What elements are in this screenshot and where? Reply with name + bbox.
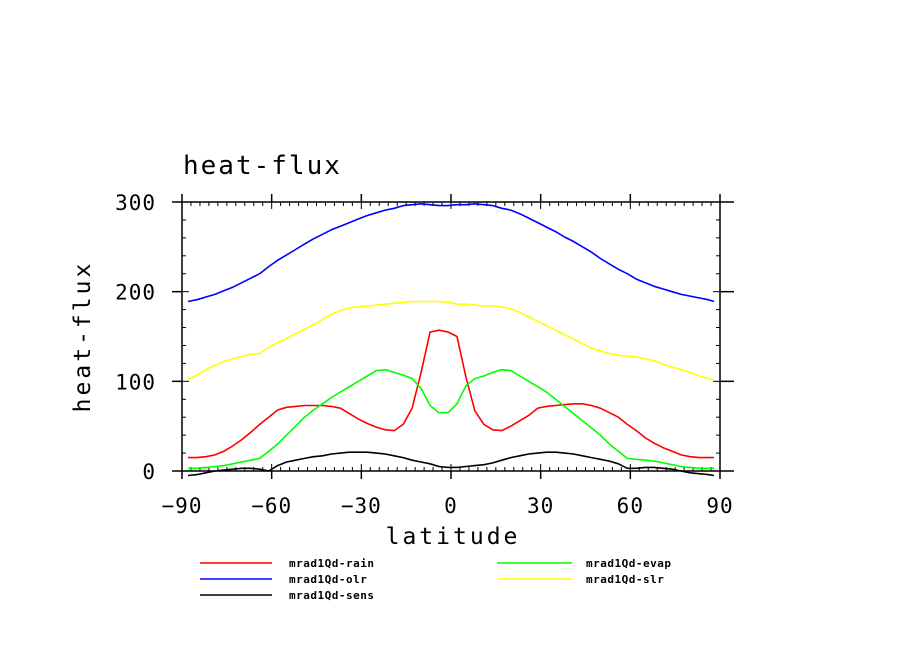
x-tick-label: 30	[527, 494, 554, 518]
series-line-mrad1Qd-slr	[187, 300, 715, 382]
data-series	[187, 203, 715, 477]
x-tick-label: −90	[162, 494, 203, 518]
x-axis-label: latitude	[386, 524, 521, 550]
x-tick-label: 60	[617, 494, 644, 518]
series-line-mrad1Qd-olr	[187, 203, 715, 303]
x-tick-label: 0	[444, 494, 458, 518]
legend-label: mrad1Qd-slr	[586, 573, 664, 586]
y-tick-label: 200	[115, 281, 156, 305]
y-axis-label: heat-flux	[70, 261, 96, 413]
chart-title: heat-flux	[183, 151, 342, 181]
y-tick-labels: 0 100 200 300	[115, 191, 156, 484]
legend: mrad1Qd-rain mrad1Qd-evap mrad1Qd-olr mrad1…	[200, 557, 671, 602]
series-line-mrad1Qd-rain	[188, 329, 714, 459]
x-tick-label: −30	[341, 494, 382, 518]
x-tick-labels: −90 −60 −30 0 30 60 90	[162, 494, 733, 518]
x-tick-label: −60	[251, 494, 292, 518]
legend-label: mrad1Qd-evap	[586, 557, 671, 570]
series-line-mrad1Qd-sens	[187, 451, 715, 477]
plot-frame	[181, 201, 721, 472]
x-tick-label: 90	[706, 494, 733, 518]
y-tick-label: 100	[115, 370, 156, 394]
y-tick-label: 0	[142, 460, 156, 484]
series-line-mrad1Qd-evap	[188, 368, 714, 470]
legend-label: mrad1Qd-olr	[289, 573, 367, 586]
y-tick-label: 300	[115, 191, 156, 215]
legend-label: mrad1Qd-rain	[289, 557, 374, 570]
axis-ticks	[172, 194, 734, 479]
legend-label: mrad1Qd-sens	[289, 589, 374, 602]
